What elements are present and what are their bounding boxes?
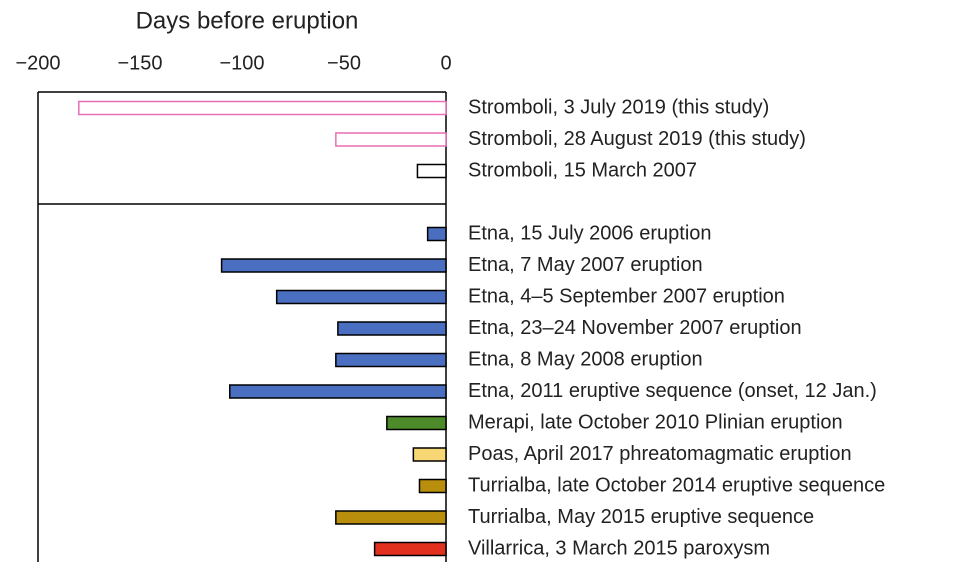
x-tick-label: −50 [327,52,361,74]
category-label: Stromboli, 28 August 2019 (this study) [468,128,806,150]
category-label: Etna, 4–5 September 2007 eruption [468,285,785,307]
category-label: Turrialba, late October 2014 eruptive se… [468,474,885,496]
category-label: Etna, 2011 eruptive sequence (onset, 12 … [468,380,877,402]
x-tick-label: −150 [117,52,162,74]
bar [78,100,447,116]
axis-title: Days before eruption [136,7,359,34]
bar [337,321,447,336]
bar [426,226,447,242]
category-label: Villarrica, 3 March 2015 paroxysm [468,537,770,559]
x-tick-label: −100 [219,52,264,74]
x-tick-label: −200 [15,52,60,74]
bar [418,478,447,494]
category-label: Merapi, late October 2010 Plinian erupti… [468,411,843,433]
bar [386,415,447,431]
bar [335,352,447,368]
category-label: Etna, 15 July 2006 eruption [468,222,712,244]
bar [275,289,447,305]
category-label: Poas, April 2017 phreatomagmatic eruptio… [468,443,852,465]
bar [412,447,447,462]
bar [220,258,447,273]
bar [416,163,447,179]
category-label: Etna, 8 May 2008 eruption [468,348,703,370]
bar [335,132,447,147]
bar [229,384,447,399]
category-label: Stromboli, 3 July 2019 (this study) [468,96,769,118]
category-label: Stromboli, 15 March 2007 [468,159,697,181]
bar [335,510,447,525]
category-label: Etna, 7 May 2007 eruption [468,254,703,276]
category-label: Etna, 23–24 November 2007 eruption [468,317,802,339]
x-tick-label: 0 [440,52,451,74]
bar [373,541,447,557]
category-label: Turrialba, May 2015 eruptive sequence [468,506,814,528]
